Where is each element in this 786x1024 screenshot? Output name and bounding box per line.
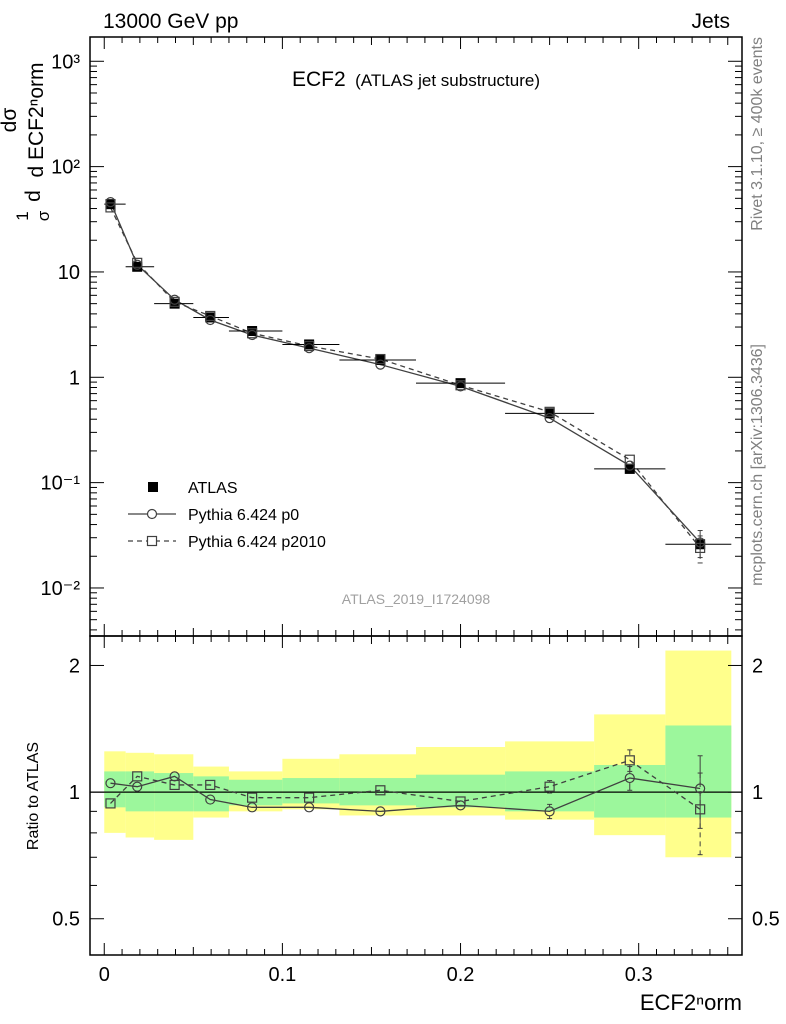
y-tick-label-main: 10⁻¹	[41, 473, 81, 495]
plot-title-sub: (ATLAS jet substructure)	[355, 71, 540, 90]
y-label-sigma: σ	[34, 210, 53, 221]
main-point-p0	[105, 197, 116, 208]
y-label-num: dσ	[0, 108, 21, 133]
main-point-p2010	[544, 406, 555, 417]
y-tick-label-ratio: 0.5	[52, 909, 80, 931]
legend-label: Pythia 6.424 p2010	[188, 534, 326, 551]
ratio-line-p2010	[110, 759, 701, 810]
data-point-atlas	[304, 339, 315, 350]
ratio-band-inner	[416, 774, 506, 808]
analysis-id: ATLAS_2019_I1724098	[342, 591, 491, 607]
x-tick-label: 0.1	[268, 964, 296, 986]
main-point-p2010	[375, 353, 386, 365]
main-point-p2010	[455, 380, 466, 391]
x-tick-label: 0.3	[625, 964, 653, 986]
ratio-point-p2010	[205, 779, 216, 791]
main-point-p2010	[132, 257, 143, 268]
ratio-point-p0	[132, 781, 143, 792]
legend-marker-p0	[146, 508, 158, 520]
y-label-d: d	[22, 190, 45, 202]
main-point-p0	[624, 460, 635, 471]
y-tick-label-ratio: 2	[69, 655, 80, 677]
side-text-rivet: Rivet 3.1.10, ≥ 400k events	[749, 37, 766, 231]
main-panel: ECF2 (ATLAS jet substructure) ATLAS_2019…	[104, 68, 732, 607]
main-point-p2010	[304, 340, 315, 352]
legend: ATLAS Pythia 6.424 p0 Pythia 6.424 p2010	[128, 480, 326, 551]
ratio-point-p0	[304, 802, 315, 813]
main-point-p0	[544, 412, 555, 424]
ratio-point-p0	[247, 802, 258, 813]
ratio-point-p2010	[169, 779, 180, 791]
ratio-point-p2010	[105, 798, 116, 809]
x-tick-label: 0.2	[447, 964, 475, 986]
ratio-point-p2010	[304, 792, 315, 803]
main-point-p2010	[695, 542, 706, 554]
legend-marker-p2010	[146, 535, 158, 547]
ratio-band-inner	[665, 725, 732, 818]
y-tick-label-main: 10²	[51, 157, 80, 179]
main-point-p2010	[624, 454, 635, 465]
y-label-top: d ECF2ⁿorm dσ	[0, 62, 48, 177]
ratio-point-p0	[205, 794, 216, 805]
main-plot-area	[104, 197, 732, 564]
ratio-band-inner	[125, 771, 155, 812]
ratio-band-inner	[282, 778, 340, 804]
header-energy: 13000 GeV pp	[103, 10, 238, 33]
y-tick-label-main: 10³	[51, 51, 80, 73]
data-point-atlas	[455, 378, 466, 389]
data-point-atlas	[624, 463, 635, 474]
ratio-frame	[89, 635, 743, 956]
plot-title-main: ECF2	[292, 68, 346, 91]
ratio-point-p2010	[544, 781, 555, 792]
ratio-point-p2010	[132, 771, 143, 782]
legend-marker-atlas	[148, 482, 158, 492]
ratio-point-p2010	[247, 792, 258, 803]
y-tick-label-main: 10	[58, 262, 80, 284]
y-tick-label-ratio-right: 1	[752, 782, 763, 804]
main-point-p2010	[247, 328, 258, 339]
y-label-one: 1	[13, 211, 32, 220]
ratio-line-p0	[110, 775, 701, 813]
ratio-point-p2010	[624, 755, 635, 766]
y-label-den: d ECF2ⁿorm	[25, 62, 48, 177]
x-label: ECF2ⁿorm	[640, 990, 742, 1015]
side-text-mcplots: mcplots.cern.ch [arXiv:1306.3436]	[749, 344, 766, 586]
ratio-point-p0	[105, 778, 116, 789]
y-tick-label-ratio-right: 0.5	[752, 909, 780, 931]
main-point-p0	[375, 359, 386, 370]
ratio-point-p2010	[695, 804, 706, 815]
y-tick-label-main: 1	[69, 367, 80, 389]
ratio-point-p0	[624, 772, 635, 784]
ratio-point-p0	[544, 806, 555, 817]
main-point-p2010	[205, 310, 216, 322]
y-label-ratio: Ratio to ATLAS	[25, 742, 42, 850]
ratio-point-p2010	[375, 785, 386, 796]
plot-title: ECF2 (ATLAS jet substructure)	[292, 68, 540, 91]
legend-label: ATLAS	[188, 480, 238, 497]
data-point-atlas	[205, 312, 216, 323]
ratio-plot-area	[90, 650, 742, 858]
y-tick-label-main: 10⁻²	[41, 578, 81, 600]
ratio-point-p2010	[455, 796, 466, 807]
y-tick-label-ratio: 1	[69, 782, 80, 804]
main-point-p2010	[105, 202, 116, 213]
y-label-prefix: d 1 σ	[13, 190, 53, 221]
ratio-point-p0	[375, 806, 386, 817]
x-tick-label: 0	[99, 964, 110, 986]
main-point-p2010	[169, 296, 180, 307]
data-point-atlas	[105, 199, 116, 210]
panel-frames: 0 0.1 0.2 0.3 10⁻² 10⁻¹ 1 10 10² 10³ 0.5 0.5 1 1 2 2	[41, 36, 780, 986]
ratio-band-inner	[193, 776, 229, 812]
legend-label: Pythia 6.424 p0	[188, 507, 299, 524]
y-tick-label-ratio-right: 2	[752, 655, 763, 677]
header-process: Jets	[691, 10, 730, 33]
